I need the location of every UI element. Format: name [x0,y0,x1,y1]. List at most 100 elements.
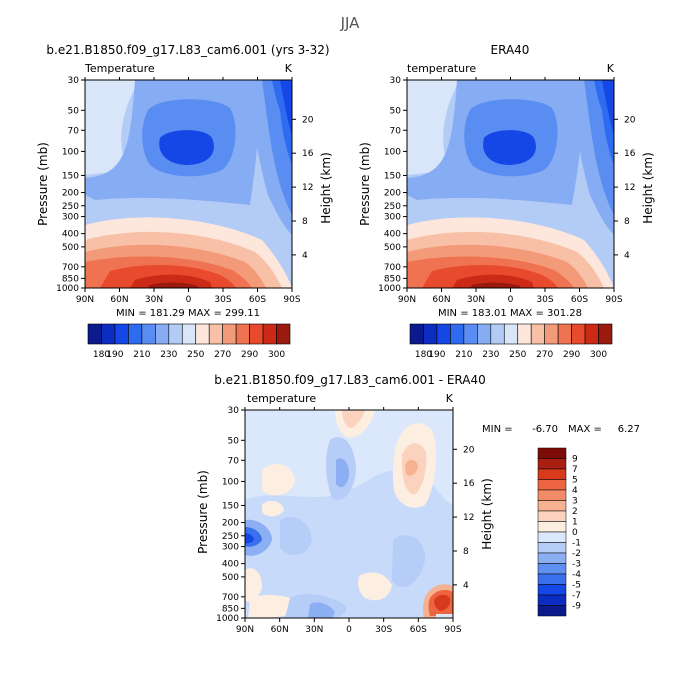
panel-era40-axes: 90N 60N 30N 0 30S 60S 90S 30 50 70 100 150 200 250300… [378,76,636,305]
y-tick-label: 70 [68,126,80,136]
y-right-tick-label: 12 [302,183,313,193]
colorbar-label: 0 [572,528,578,538]
y-tick-label: 500 [62,243,79,253]
colorbar-label: 300 [590,350,607,360]
x-tick-label: 30N [305,625,323,635]
colorbar-swatch [222,323,237,345]
colorbar-label: -4 [572,570,581,580]
colorbar-swatch [101,323,116,345]
colorbar-label: -5 [572,581,581,591]
y-tick-label: 700 [384,263,401,273]
colorbar-swatch [537,542,567,554]
colorbar-label: 2 [572,507,578,517]
colorbar-swatch [537,468,567,480]
colorbar-swatch [557,323,572,345]
colorbar-label: 250 [187,350,204,360]
colorbar-label: 210 [133,350,150,360]
y-tick-label: 850 [384,274,401,284]
colorbar-swatch [537,573,567,585]
colorbar-swatch [409,323,424,345]
panel-era40-ylabel: Pressure (mb) [358,142,372,226]
y-tick-label: 100 [222,477,239,487]
colorbar-label: -9 [572,602,581,612]
y-tick-label: 700 [62,263,79,273]
y-tick-label: 250 [384,202,401,212]
y-right-tick-label: 20 [624,115,636,125]
y-tick-label: 150 [62,171,79,181]
panel-era40-title: ERA40 [491,43,530,57]
colorbar-label: 180 [93,350,110,360]
y-tick-label: 500 [384,243,401,253]
panel-model-ylabel: Pressure (mb) [36,142,50,226]
x-tick-label: 0 [508,295,514,305]
x-tick-label: 90N [236,625,254,635]
x-tick-label: 30N [145,295,163,305]
colorbar-swatch [181,323,197,345]
x-tick-label: 60N [110,295,128,305]
colorbar-label: 1 [572,518,578,528]
x-tick-label: 60S [571,295,588,305]
colorbar-swatch [87,323,102,345]
colorbar-swatch [463,323,478,345]
colorbar-swatch [537,521,567,533]
colorbar-swatch [450,323,465,345]
colorbar-swatch [423,323,438,345]
colorbar-swatch [598,323,613,345]
y-tick-label: 250 [222,532,239,542]
colorbar-swatch [530,323,545,345]
y-tick-label: 300 [222,543,239,553]
colorbar-swatch [537,510,567,522]
colorbar-label: 9 [572,455,578,465]
y-tick-label: 1000 [378,284,401,294]
panel-model-ylabel-right: Height (km) [319,152,333,223]
y-tick-label: 400 [62,230,79,240]
y-tick-label: 700 [222,593,239,603]
panel-diff-max-label: MAX = [568,424,602,435]
colorbar-label: 7 [572,465,578,475]
panel-model-stats: MIN = 181.29 MAX = 299.11 [116,308,260,319]
y-tick-label: 50 [228,436,240,446]
colorbar-swatch [537,458,567,470]
y-tick-label: 200 [62,189,79,199]
y-tick-label: 400 [222,560,239,570]
y-right-tick-label: 16 [302,149,314,159]
y-tick-label: 150 [384,171,401,181]
colorbar-label: 290 [241,350,258,360]
y-tick-label: 850 [62,274,79,284]
colorbar-label: 300 [268,350,285,360]
y-right-tick-label: 8 [302,217,308,227]
y-right-tick-label: 20 [302,115,314,125]
colorbar-swatch [537,489,567,501]
x-tick-label: 30S [375,625,392,635]
colorbar-label: 270 [214,350,231,360]
colorbar-swatch [128,323,143,345]
colorbar-swatch [537,584,567,596]
panel-diff-min-label: MIN = [482,424,513,435]
y-right-tick-label: 16 [463,479,475,489]
y-tick-label: 500 [222,573,239,583]
colorbar-label: 190 [106,350,123,360]
panel-diff: b.e21.B1850.f09_g17.L83_cam6.001 - ERA40… [196,373,640,635]
colorbar-swatch [517,323,532,345]
x-tick-label: 60N [432,295,450,305]
panel-era40: ERA40 temperature K 90N 60N 30N 0 30S 60S 90S 3… [358,43,655,360]
y-right-tick-label: 8 [624,217,630,227]
y-tick-label: 30 [228,406,240,416]
colorbar-label: 230 [160,350,177,360]
colorbar-label: 210 [455,350,472,360]
x-tick-label: 60S [410,625,427,635]
y-right-tick-label: 12 [624,183,635,193]
y-tick-label: 850 [222,604,239,614]
y-right-tick-label: 16 [624,149,636,159]
page-title: JJA [340,14,361,32]
y-tick-label: 50 [390,106,402,116]
colorbar-label: 190 [428,350,445,360]
colorbar-swatch [249,323,264,345]
colorbar-label: 3 [572,497,578,507]
colorbar-swatch [235,323,250,345]
panel-diff-ylabel-right: Height (km) [480,478,494,549]
y-tick-label: 300 [62,213,79,223]
colorbar-label: 180 [415,350,432,360]
